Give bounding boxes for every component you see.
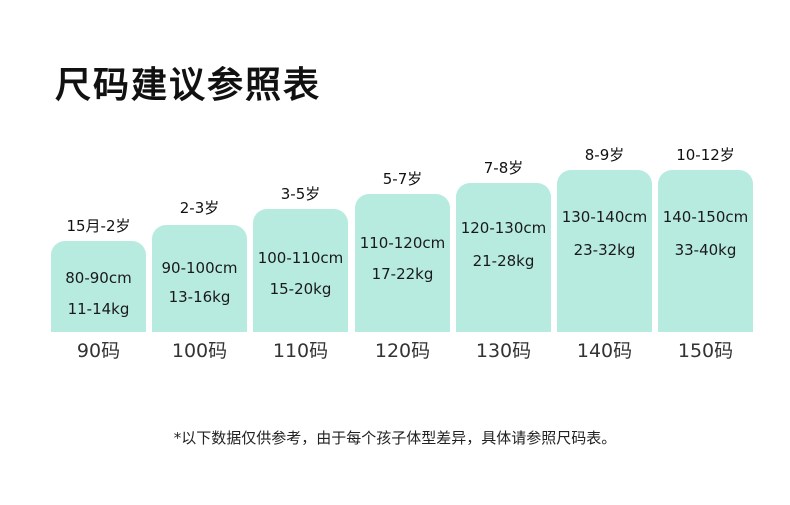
size-card: 130-140cm 23-32kg	[557, 170, 652, 332]
size-column-140: 8-9岁 130-140cm 23-32kg	[557, 144, 652, 332]
height-range: 90-100cm	[161, 259, 238, 277]
footnote: *以下数据仅供参考，由于每个孩子体型差异，具体请参照尺码表。	[173, 429, 617, 447]
size-card: 120-130cm 21-28kg	[456, 183, 551, 332]
age-label: 15月-2岁	[66, 217, 131, 235]
size-column-100: 2-3岁 90-100cm 13-16kg	[152, 197, 247, 332]
age-label: 3-5岁	[280, 185, 321, 203]
age-label: 10-12岁	[676, 146, 735, 164]
age-label: 2-3岁	[179, 199, 220, 217]
height-range: 120-130cm	[460, 219, 547, 237]
size-label: 150码	[677, 340, 734, 362]
weight-range: 17-22kg	[371, 265, 434, 283]
age-label: 5-7岁	[382, 170, 423, 188]
weight-range: 23-32kg	[573, 241, 636, 259]
size-card: 140-150cm 33-40kg	[658, 170, 753, 332]
size-card: 80-90cm 11-14kg	[51, 241, 146, 332]
weight-range: 21-28kg	[472, 252, 535, 270]
height-range: 80-90cm	[65, 269, 132, 287]
size-column-150: 10-12岁 140-150cm 33-40kg	[658, 144, 753, 332]
height-range: 140-150cm	[662, 208, 749, 226]
size-card: 110-120cm 17-22kg	[355, 194, 450, 332]
size-column-90: 15月-2岁 80-90cm 11-14kg	[51, 215, 146, 332]
age-label: 7-8岁	[483, 159, 524, 177]
size-card: 90-100cm 13-16kg	[152, 225, 247, 332]
size-column-120: 5-7岁 110-120cm 17-22kg	[355, 168, 450, 332]
size-label: 130码	[475, 340, 532, 362]
size-label: 140码	[576, 340, 633, 362]
size-label: 100码	[171, 340, 228, 362]
weight-range: 11-14kg	[67, 300, 130, 318]
size-label: 110码	[272, 340, 329, 362]
age-label: 8-9岁	[584, 146, 625, 164]
weight-range: 13-16kg	[168, 288, 231, 306]
height-range: 130-140cm	[561, 208, 648, 226]
weight-range: 33-40kg	[674, 241, 737, 259]
size-label: 90码	[76, 340, 121, 362]
height-range: 110-120cm	[359, 234, 446, 252]
size-column-110: 3-5岁 100-110cm 15-20kg	[253, 183, 348, 332]
height-range: 100-110cm	[257, 249, 344, 267]
weight-range: 15-20kg	[269, 280, 332, 298]
page-title: 尺码建议参照表	[55, 65, 322, 106]
size-column-130: 7-8岁 120-130cm 21-28kg	[456, 157, 551, 332]
size-card: 100-110cm 15-20kg	[253, 209, 348, 332]
size-label: 120码	[374, 340, 431, 362]
